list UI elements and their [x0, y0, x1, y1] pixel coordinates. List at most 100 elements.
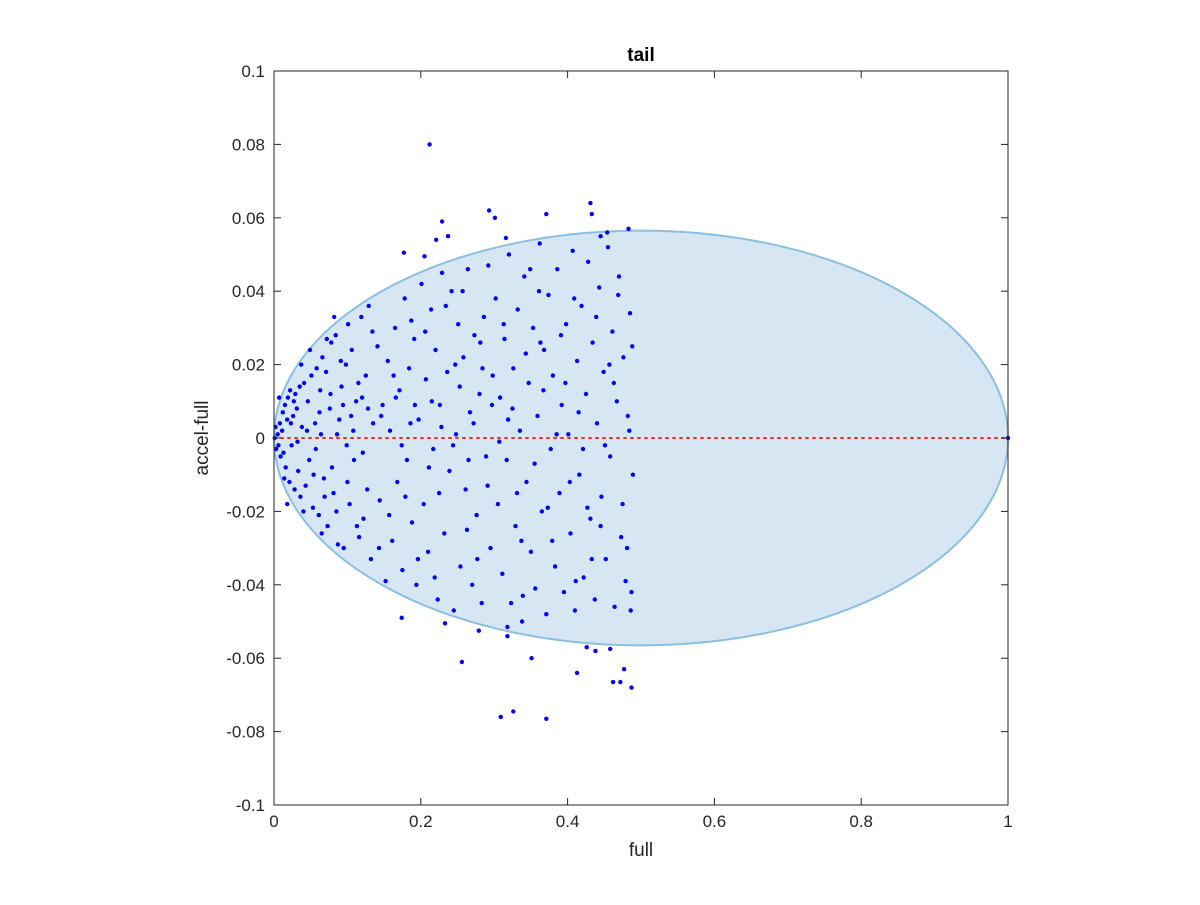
data-point [489, 402, 495, 408]
data-point [626, 226, 631, 231]
data-point [481, 314, 487, 320]
data-point [541, 347, 547, 353]
data-point [608, 454, 613, 459]
data-point [400, 567, 405, 573]
data-point [478, 340, 483, 345]
data-point [630, 472, 636, 477]
data-point [296, 468, 301, 474]
data-point [464, 527, 470, 532]
data-point [607, 362, 612, 367]
data-point [327, 406, 332, 411]
data-point [338, 358, 343, 364]
data-point [611, 380, 616, 386]
y-tick-label: 0.02 [232, 356, 265, 375]
data-point [318, 432, 324, 437]
data-point [317, 410, 322, 415]
data-point [552, 564, 558, 569]
data-point [276, 395, 282, 400]
data-point [289, 443, 294, 448]
data-point [404, 457, 410, 463]
data-point [588, 516, 593, 521]
data-point [391, 373, 396, 378]
data-point [331, 490, 336, 496]
data-point [423, 329, 428, 334]
data-point [505, 417, 511, 422]
data-point [344, 443, 349, 448]
data-point [463, 487, 468, 492]
data-point [419, 281, 424, 287]
data-point [347, 501, 352, 507]
data-point [519, 619, 525, 624]
y-axis-label: accel-full [192, 401, 213, 476]
data-point [597, 285, 602, 290]
data-point [334, 509, 339, 514]
data-point [387, 428, 393, 433]
y-tick-label: 0.06 [232, 209, 265, 228]
data-point [292, 487, 297, 492]
data-point [558, 333, 564, 338]
data-point [429, 399, 434, 404]
data-point [310, 505, 316, 510]
data-point [612, 604, 617, 609]
data-point [414, 582, 419, 587]
data-point [365, 487, 370, 492]
data-point [502, 336, 507, 342]
data-point [294, 406, 299, 411]
data-point [359, 395, 365, 400]
y-tick-label: -0.08 [226, 723, 265, 742]
data-point [442, 621, 448, 626]
data-point [554, 432, 559, 437]
data-point [359, 314, 364, 320]
data-point [434, 237, 439, 242]
data-point [279, 428, 285, 433]
data-point [529, 656, 534, 661]
data-point [285, 501, 290, 507]
data-point [472, 333, 477, 338]
data-point [616, 274, 622, 279]
data-point [618, 679, 623, 685]
data-point [380, 402, 385, 408]
data-point [443, 303, 448, 309]
data-point [524, 479, 529, 485]
x-tick-label: 0.8 [849, 812, 873, 831]
data-point [299, 362, 304, 367]
data-point [621, 355, 626, 360]
data-point [307, 457, 312, 463]
x-tick-label: 1 [1003, 812, 1012, 831]
data-point [403, 494, 408, 499]
data-point [586, 259, 591, 264]
data-point [313, 446, 318, 452]
data-point [459, 659, 465, 665]
data-point [329, 340, 334, 345]
data-point [627, 311, 633, 316]
y-tick-label: 0.04 [232, 282, 265, 301]
data-point [309, 373, 314, 378]
data-point [425, 549, 431, 554]
data-point [416, 417, 421, 422]
data-point [563, 380, 568, 386]
data-point [341, 545, 346, 551]
data-point [360, 450, 365, 455]
data-point [610, 329, 615, 334]
data-point [546, 292, 551, 298]
data-point [287, 479, 292, 485]
data-point [486, 208, 492, 213]
y-tick-label: 0.08 [232, 135, 265, 154]
data-point [399, 443, 404, 448]
data-point [550, 538, 555, 543]
data-point [574, 670, 580, 676]
data-point [598, 234, 603, 239]
data-point [301, 380, 307, 386]
data-point [466, 457, 471, 463]
data-point [568, 531, 573, 536]
data-point [431, 446, 436, 452]
data-point [555, 267, 560, 272]
data-point [275, 432, 280, 437]
data-point [479, 600, 484, 606]
data-point [322, 494, 327, 499]
data-point [278, 454, 283, 459]
data-point [608, 646, 613, 652]
data-point [561, 589, 567, 595]
data-point [460, 289, 465, 294]
data-point [589, 556, 594, 562]
